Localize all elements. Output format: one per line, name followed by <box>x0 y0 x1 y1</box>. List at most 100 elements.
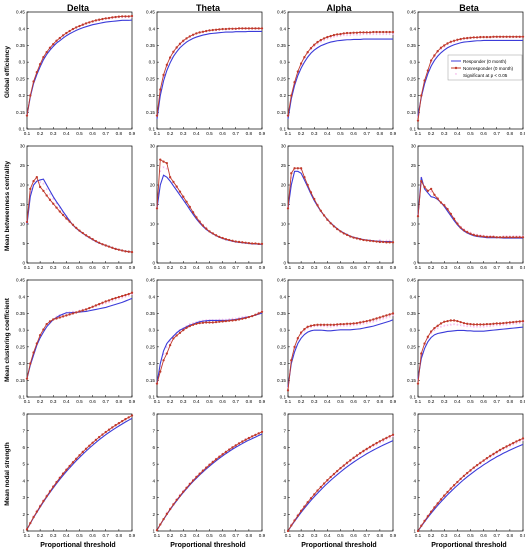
x-tick-label: 0.6 <box>350 265 357 270</box>
significance-marker: * <box>372 446 375 452</box>
plot-frame <box>156 145 263 264</box>
significance-marker: * <box>489 37 492 43</box>
nonresponder-point <box>35 342 38 345</box>
significance-marker: * <box>476 37 479 43</box>
nonresponder-point <box>475 234 479 237</box>
nonresponder-point <box>433 326 436 330</box>
significance-marker: * <box>300 333 303 339</box>
y-tick-label: 8 <box>283 412 286 417</box>
nonresponder-point <box>130 14 134 18</box>
nonresponder-point <box>426 69 429 72</box>
significance-marker: * <box>333 326 336 332</box>
y-tick-label: 2 <box>152 512 155 517</box>
responder-line <box>156 174 262 245</box>
nonresponder-point <box>254 242 257 245</box>
significance-marker: * <box>473 37 476 43</box>
significance-marker: * <box>307 327 310 333</box>
nonresponder-point <box>518 35 521 38</box>
y-tick-label: 0.2 <box>280 93 287 98</box>
nonresponder-point <box>211 232 214 235</box>
significance-marker: * <box>195 33 198 39</box>
x-tick-label: 0.4 <box>324 131 331 136</box>
nonresponder-point <box>416 529 420 533</box>
y-tick-label: 0.2 <box>19 361 26 366</box>
significance-marker: * <box>91 306 94 312</box>
y-tick-label: 4 <box>152 478 155 483</box>
y-tick-label: 0.45 <box>277 278 286 283</box>
x-tick-label: 0.2 <box>428 131 435 136</box>
significance-marker: * <box>349 460 352 466</box>
nonresponder-point <box>349 31 352 35</box>
significance-marker: * <box>172 503 175 509</box>
significance-marker: * <box>182 41 185 47</box>
nonresponder-point <box>313 197 316 201</box>
significance-marker: * <box>297 339 300 345</box>
row-label-clustering: Mean clustering coefficient <box>4 297 11 382</box>
nonresponder-point <box>426 189 429 193</box>
y-tick-label: 0.45 <box>16 10 25 15</box>
nonresponder-point <box>319 38 322 42</box>
significance-marker: * <box>320 41 323 47</box>
nonresponder-point <box>459 320 462 324</box>
nonresponder-point <box>32 179 35 183</box>
nonresponder-point <box>211 321 214 324</box>
significance-marker: * <box>489 325 492 331</box>
significance-marker: * <box>492 37 495 43</box>
nonresponder-point <box>492 35 495 38</box>
nonresponder-point <box>224 238 228 241</box>
significance-marker: * <box>172 182 175 188</box>
nonresponder-point <box>114 247 117 251</box>
nonresponder-point <box>124 293 127 297</box>
nonresponder-point <box>55 206 58 209</box>
x-tick-label: 0.4 <box>454 533 461 538</box>
significance-marker: * <box>293 519 296 525</box>
y-tick-label: 0.25 <box>16 344 25 349</box>
x-tick-label: 0.7 <box>364 131 371 136</box>
nonresponder-point <box>175 46 178 49</box>
nonresponder-line <box>156 27 262 116</box>
y-tick-label: 0.15 <box>407 110 416 115</box>
significance-marker: * <box>366 449 369 455</box>
x-tick-label: 0.1 <box>415 399 422 404</box>
nonresponder-point <box>518 438 521 442</box>
significance-marker: * <box>379 319 382 325</box>
significance-marker: * <box>430 61 433 67</box>
nonresponder-point <box>38 185 42 189</box>
x-tick-label: 0.6 <box>480 533 487 538</box>
nonresponder-point <box>416 119 420 122</box>
significance-marker: * <box>189 36 192 42</box>
x-axis-title-beta: Proportional threshold <box>431 542 506 549</box>
column-titles: Delta Theta Alpha Beta <box>67 3 480 13</box>
nonresponder-point <box>339 467 342 470</box>
significance-marker: * <box>316 43 319 49</box>
y-tick-label: 15 <box>411 202 417 207</box>
nonresponder-point <box>162 359 165 362</box>
y-tick-label: 0.4 <box>280 26 287 31</box>
nonresponder-point <box>391 30 395 34</box>
significance-marker: * <box>505 447 508 453</box>
y-tick-label: 0.15 <box>146 110 155 115</box>
y-tick-label: 30 <box>20 144 26 149</box>
y-tick-label: 20 <box>281 183 287 188</box>
nonresponder-point <box>94 19 98 22</box>
x-tick-label: 0.1 <box>285 131 292 136</box>
nonresponder-point <box>365 319 368 323</box>
nonresponder-point <box>218 235 221 239</box>
nonresponder-point <box>168 176 172 179</box>
nonresponder-point <box>462 229 466 232</box>
nonresponder-point <box>319 485 322 489</box>
significance-marker: * <box>489 235 492 241</box>
nonresponder-point <box>114 424 117 427</box>
y-tick-label: 0.3 <box>410 328 417 333</box>
nonresponder-point <box>420 179 423 183</box>
nonresponder-point <box>502 236 505 239</box>
significance-marker: * <box>343 35 346 41</box>
nonresponder-point <box>117 15 121 18</box>
significance-marker: * <box>515 323 518 329</box>
nonresponder-point <box>48 198 52 201</box>
nonresponder-point <box>159 370 162 373</box>
x-tick-label: 0.7 <box>103 131 110 136</box>
nonresponder-point <box>162 160 165 163</box>
significance-marker: * <box>208 30 211 36</box>
nonresponder-point <box>205 321 208 324</box>
